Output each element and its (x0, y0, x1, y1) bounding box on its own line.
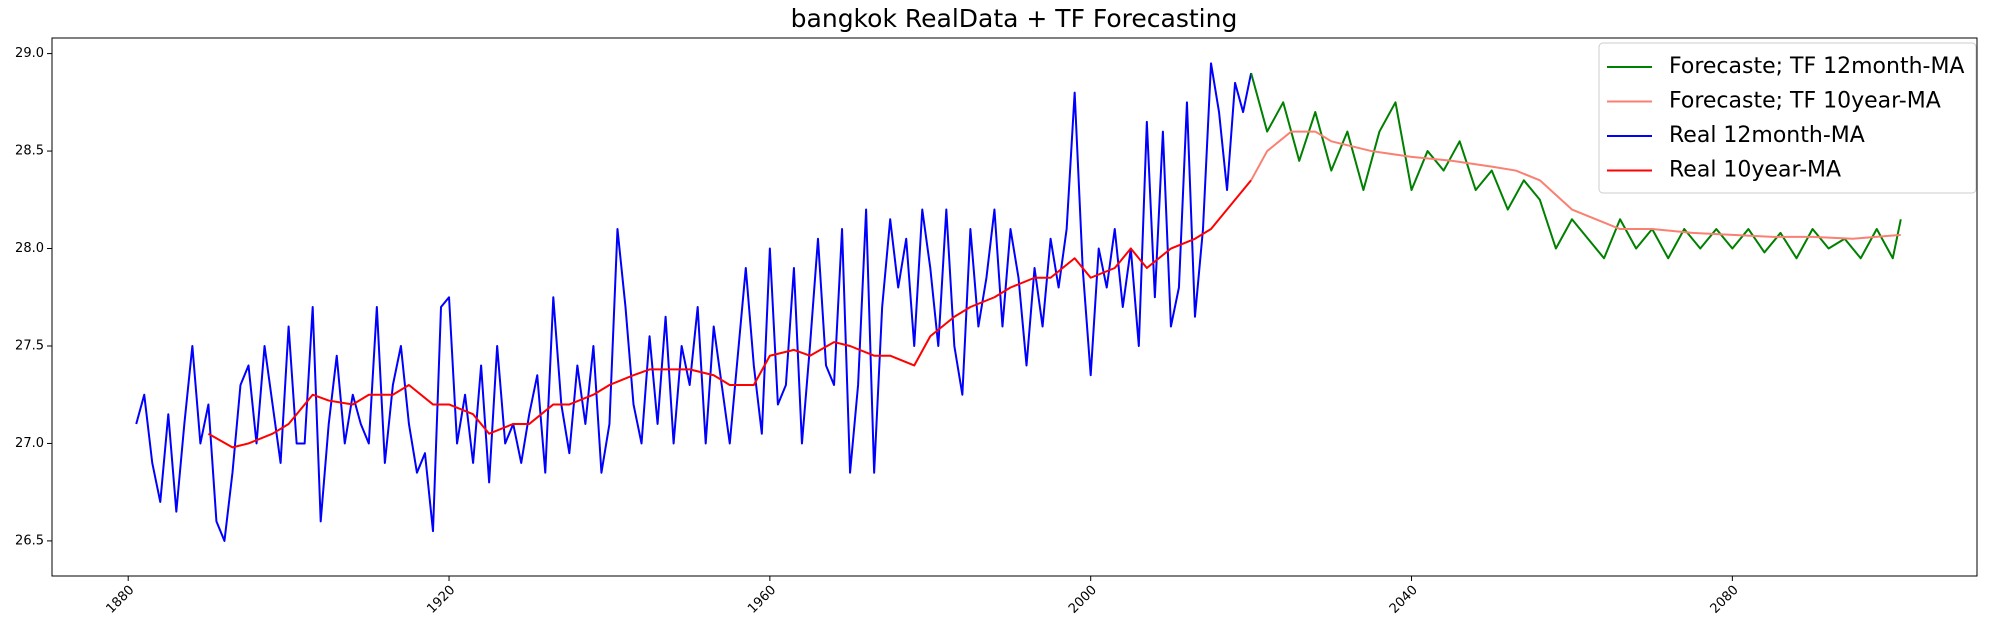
axes-frame (51, 37, 1978, 577)
legend-label: Forecaste; TF 10year-MA (1669, 89, 1941, 114)
series-line (1250, 130, 1901, 240)
legend-label: Real 10year-MA (1669, 158, 1841, 183)
series-line (135, 62, 1253, 542)
y-tick-label: 29.0 (15, 46, 44, 61)
y-tick-label: 28.5 (15, 144, 44, 159)
y-tick-label: 28.0 (15, 241, 44, 256)
legend-label: Real 12month-MA (1669, 123, 1865, 148)
legend: Forecaste; TF 12month-MA Forecaste; TF 10… (1598, 42, 1977, 194)
series-line (207, 179, 1252, 449)
chart-title: bangkok RealData + TF Forecasting (791, 4, 1238, 33)
y-tick-label: 27.5 (15, 338, 44, 353)
series-line (1250, 72, 1902, 260)
legend-label: Forecaste; TF 12month-MA (1669, 54, 1965, 79)
legend-box (1598, 42, 1977, 194)
y-tick-label: 27.0 (15, 436, 44, 451)
y-tick-label: 26.5 (15, 533, 44, 548)
